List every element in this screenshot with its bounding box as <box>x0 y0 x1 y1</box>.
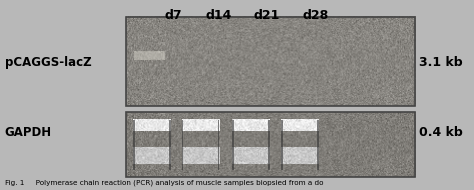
Bar <box>268 120 270 170</box>
Bar <box>232 120 234 170</box>
Bar <box>169 120 171 170</box>
Text: Fig. 1     Polymerase chain reaction (PCR) analysis of muscle samples biopsied f: Fig. 1 Polymerase chain reaction (PCR) a… <box>5 180 323 186</box>
Text: d7: d7 <box>164 9 182 21</box>
Text: 0.4 kb: 0.4 kb <box>419 127 463 139</box>
Bar <box>126 17 415 106</box>
Text: GAPDH: GAPDH <box>5 127 52 139</box>
Text: d28: d28 <box>302 9 328 21</box>
Text: 3.1 kb: 3.1 kb <box>419 56 463 69</box>
Bar <box>218 120 219 170</box>
Bar <box>317 120 319 170</box>
Text: d21: d21 <box>253 9 280 21</box>
Text: d14: d14 <box>206 9 232 21</box>
Bar <box>182 120 183 170</box>
Bar <box>281 120 283 170</box>
Bar <box>133 120 135 170</box>
Text: pCAGGS-lacZ: pCAGGS-lacZ <box>5 56 91 69</box>
Bar <box>126 112 415 177</box>
